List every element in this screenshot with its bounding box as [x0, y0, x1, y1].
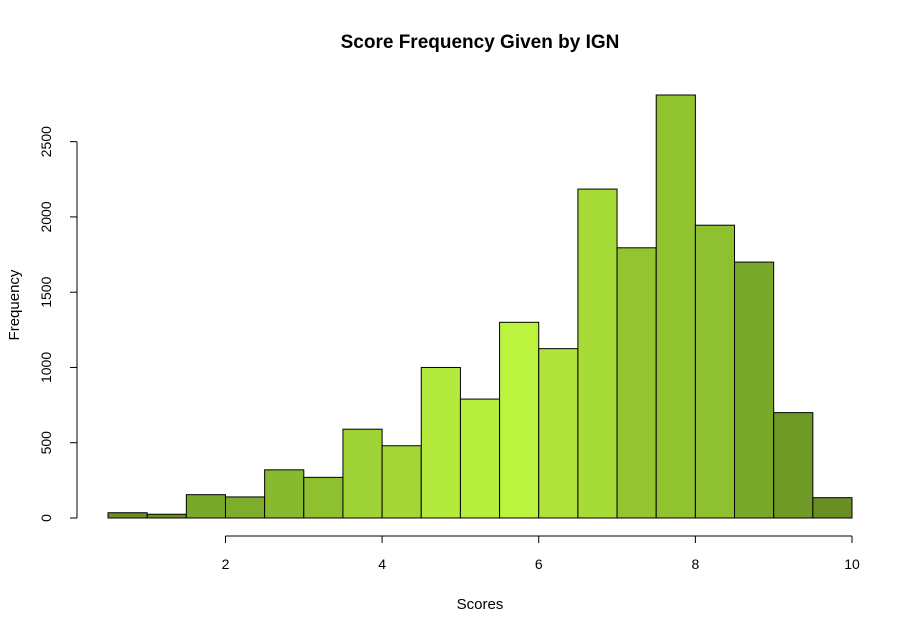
- histogram-bar: [420, 366, 461, 519]
- bars-group: [107, 94, 853, 519]
- y-tick-label: 2000: [38, 201, 54, 232]
- histogram-bar: [185, 494, 226, 519]
- y-tick-label: 500: [38, 431, 54, 455]
- histogram-bar: [303, 476, 344, 519]
- histogram-bar: [107, 512, 148, 519]
- histogram-bar: [499, 321, 540, 519]
- histogram-bar: [264, 469, 305, 519]
- y-axis-label: Frequency: [6, 269, 23, 340]
- histogram-bar: [146, 513, 187, 519]
- x-axis: 2 4 6 8 10: [222, 535, 860, 572]
- histogram-bar: [538, 348, 579, 519]
- histogram-bar: [459, 398, 501, 519]
- y-axis: 0 500 1000 1500 2000 2500: [38, 126, 78, 522]
- x-tick-label: 8: [691, 556, 699, 572]
- histogram-bar: [381, 445, 422, 519]
- x-axis-label: Scores: [457, 596, 504, 613]
- x-tick-label: 2: [222, 556, 230, 572]
- chart-title: Score Frequency Given by IGN: [341, 32, 620, 53]
- histogram-bar: [812, 497, 853, 519]
- histogram-bar: [342, 428, 383, 519]
- histogram-bar: [773, 412, 814, 519]
- x-tick-label: 6: [535, 556, 543, 572]
- y-tick-label: 2500: [38, 126, 54, 157]
- y-tick-label: 0: [38, 514, 54, 522]
- x-tick-label: 10: [844, 556, 860, 572]
- y-tick-label: 1500: [38, 276, 54, 307]
- x-tick-label: 4: [378, 556, 386, 572]
- histogram-bar: [734, 261, 775, 519]
- y-tick-label: 1000: [38, 352, 54, 383]
- histogram-bar: [694, 224, 736, 519]
- histogram-bar: [616, 247, 657, 519]
- histogram-bar: [577, 188, 618, 519]
- histogram-bar: [224, 496, 266, 519]
- histogram-bar: [655, 94, 696, 519]
